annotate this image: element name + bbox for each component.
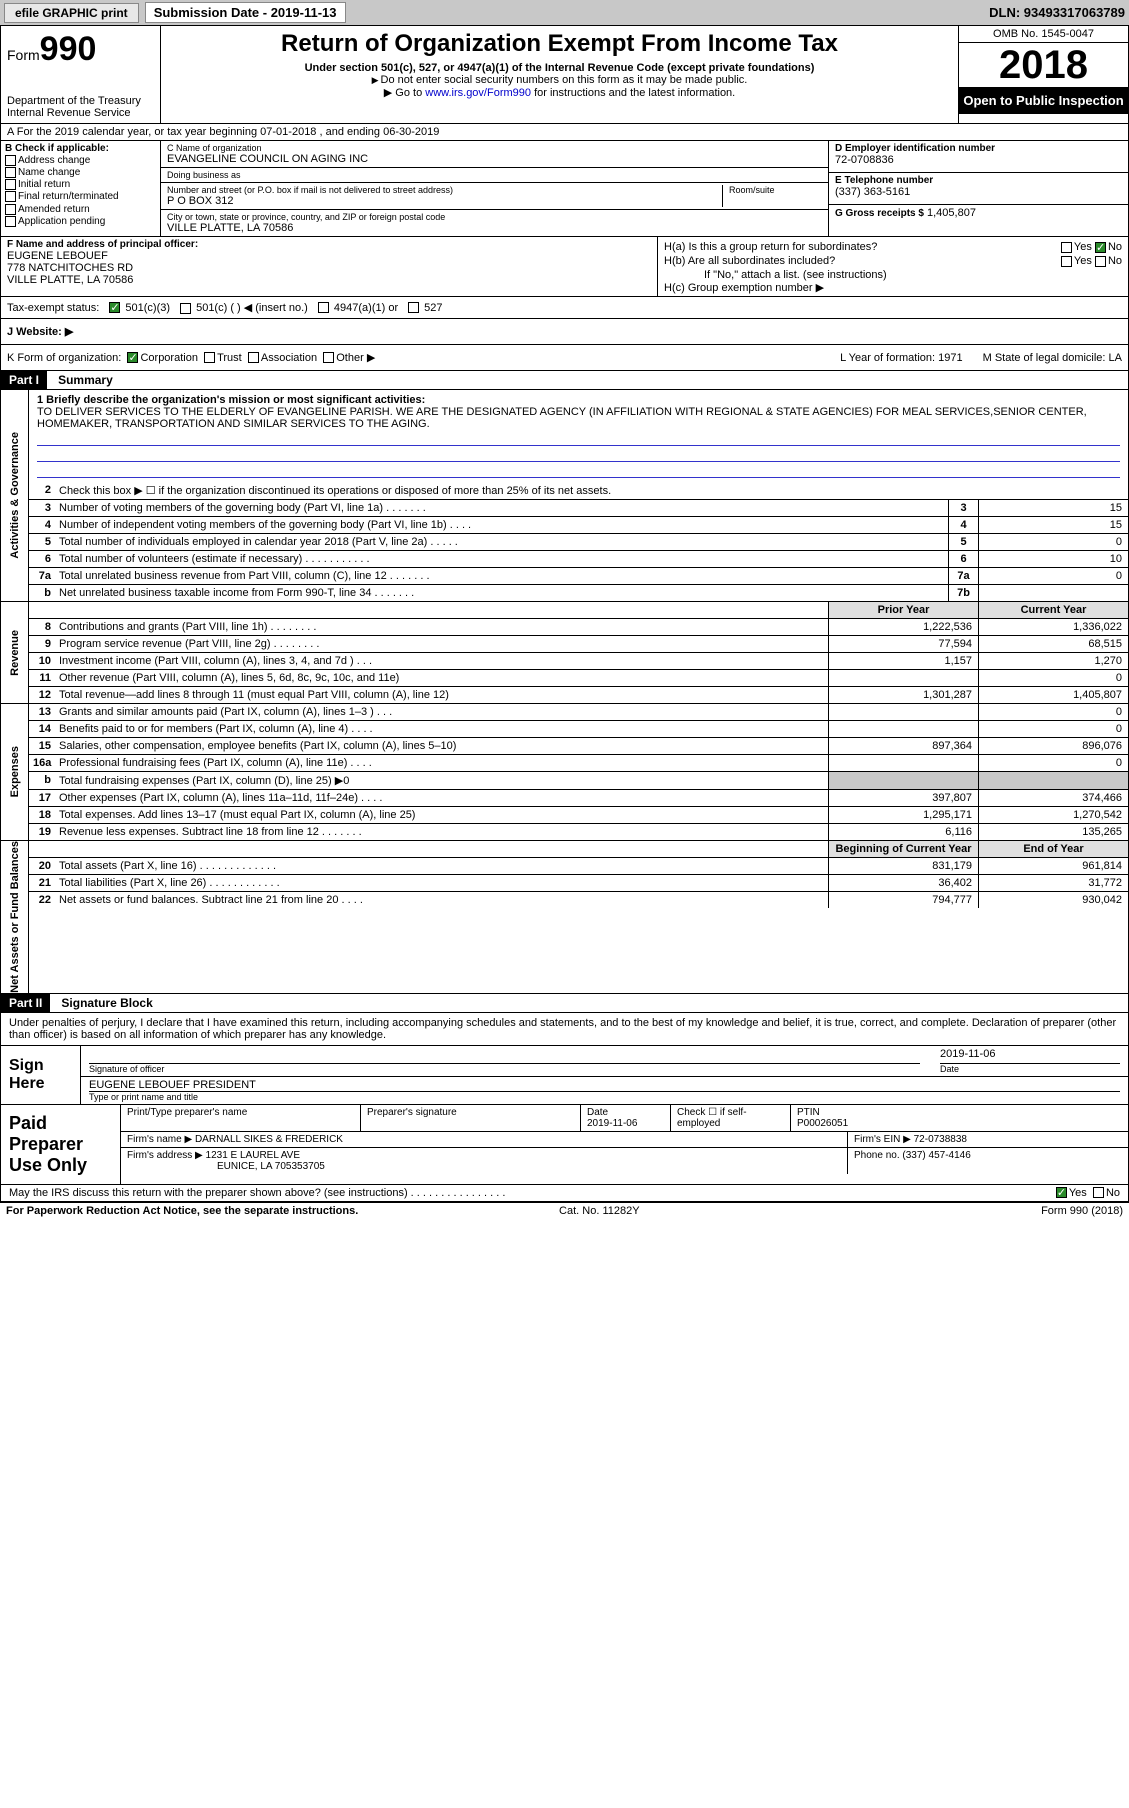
gov-line: 5Total number of individuals employed in… <box>29 534 1128 551</box>
officer-name: EUGENE LEBOUEF PRESIDENT <box>89 1079 1120 1091</box>
top-bar: efile GRAPHIC print Submission Date - 20… <box>0 0 1129 25</box>
mission-text: TO DELIVER SERVICES TO THE ELDERLY OF EV… <box>37 406 1120 430</box>
dln: DLN: 93493317063789 <box>989 5 1125 20</box>
row-a-tax-year: A For the 2019 calendar year, or tax yea… <box>0 124 1129 141</box>
efile-button[interactable]: efile GRAPHIC print <box>4 3 139 23</box>
section-f-h: F Name and address of principal officer:… <box>0 237 1129 297</box>
data-line: bTotal fundraising expenses (Part IX, co… <box>29 772 1128 790</box>
year-formation: L Year of formation: 1971 <box>840 352 963 364</box>
gov-line: 4Number of independent voting members of… <box>29 517 1128 534</box>
data-line: 20Total assets (Part X, line 16) . . . .… <box>29 858 1128 875</box>
data-line: 22Net assets or fund balances. Subtract … <box>29 892 1128 908</box>
form-number: Form990 <box>7 30 154 69</box>
cb-other[interactable] <box>323 352 334 363</box>
part1-net-assets: Net Assets or Fund Balances Beginning of… <box>0 841 1129 994</box>
cb-trust[interactable] <box>204 352 215 363</box>
firm-name: DARNALL SIKES & FREDERICK <box>195 1134 343 1145</box>
gov-line: 6Total number of volunteers (estimate if… <box>29 551 1128 568</box>
org-name: EVANGELINE COUNCIL ON AGING INC <box>167 153 822 165</box>
cb-corporation[interactable] <box>127 352 138 363</box>
data-line: 11Other revenue (Part VIII, column (A), … <box>29 670 1128 687</box>
state-domicile: M State of legal domicile: LA <box>983 352 1122 364</box>
department: Department of the Treasury Internal Reve… <box>7 95 154 119</box>
instructions-link: ▶ Go to www.irs.gov/Form990 for instruct… <box>169 86 950 99</box>
cb-discuss-yes[interactable] <box>1056 1187 1067 1198</box>
cb-discuss-no[interactable] <box>1093 1187 1104 1198</box>
cb-501c[interactable] <box>180 303 191 314</box>
data-line: 12Total revenue—add lines 8 through 11 (… <box>29 687 1128 703</box>
data-line: 13Grants and similar amounts paid (Part … <box>29 704 1128 721</box>
col-c-org-info: C Name of organization EVANGELINE COUNCI… <box>161 141 828 236</box>
ein: 72-0708836 <box>835 154 1122 166</box>
omb-number: OMB No. 1545-0047 <box>959 26 1128 43</box>
data-line: 8Contributions and grants (Part VIII, li… <box>29 619 1128 636</box>
form-title: Return of Organization Exempt From Incom… <box>169 30 950 58</box>
col-f-officer: F Name and address of principal officer:… <box>1 237 658 296</box>
tax-year: 2018 <box>959 43 1128 87</box>
telephone: (337) 363-5161 <box>835 186 1122 198</box>
firm-phone: (337) 457-4146 <box>902 1150 970 1161</box>
paid-preparer-label: Paid Preparer Use Only <box>1 1105 121 1184</box>
gov-line: 3Number of voting members of the governi… <box>29 500 1128 517</box>
irs-link[interactable]: www.irs.gov/Form990 <box>425 87 531 99</box>
form-subtitle: Under section 501(c), 527, or 4947(a)(1)… <box>169 62 950 74</box>
part1-expenses: Expenses 13Grants and similar amounts pa… <box>0 704 1129 841</box>
part1-governance: Activities & Governance 1 Briefly descri… <box>0 390 1129 602</box>
row-i-tax-status: Tax-exempt status: 501(c)(3) 501(c) ( ) … <box>0 297 1129 319</box>
data-line: 15Salaries, other compensation, employee… <box>29 738 1128 755</box>
col-b-checkboxes: B Check if applicable: Address change Na… <box>1 141 161 236</box>
org-city: VILLE PLATTE, LA 70586 <box>167 222 822 234</box>
cb-pending[interactable]: Application pending <box>5 216 156 227</box>
open-to-public: Open to Public Inspection <box>959 87 1128 114</box>
data-line: 10Investment income (Part VIII, column (… <box>29 653 1128 670</box>
cb-address-change[interactable]: Address change <box>5 155 156 166</box>
section-b-to-g: B Check if applicable: Address change Na… <box>0 141 1129 237</box>
data-line: 14Benefits paid to or for members (Part … <box>29 721 1128 738</box>
ptin: P00026051 <box>797 1118 848 1129</box>
form-header: Form990 Department of the Treasury Inter… <box>0 25 1129 124</box>
ssn-note: Do not enter social security numbers on … <box>169 74 950 86</box>
cb-association[interactable] <box>248 352 259 363</box>
gross-receipts: 1,405,807 <box>927 207 976 219</box>
part1-revenue: Revenue Prior YearCurrent Year 8Contribu… <box>0 602 1129 704</box>
org-address: P O BOX 312 <box>167 195 722 207</box>
data-line: 9Program service revenue (Part VIII, lin… <box>29 636 1128 653</box>
col-d-to-g: D Employer identification number 72-0708… <box>828 141 1128 236</box>
cb-amended[interactable]: Amended return <box>5 204 156 215</box>
cb-final-return[interactable]: Final return/terminated <box>5 191 156 202</box>
col-h-group: H(a) Is this a group return for subordin… <box>658 237 1128 296</box>
gov-line: bNet unrelated business taxable income f… <box>29 585 1128 601</box>
part2-header: Part II <box>1 994 50 1012</box>
part1-title: Summary <box>50 371 121 389</box>
data-line: 16aProfessional fundraising fees (Part I… <box>29 755 1128 772</box>
row-k-form-org: K Form of organization: Corporation Trus… <box>0 345 1129 371</box>
cb-name-change[interactable]: Name change <box>5 167 156 178</box>
cb-initial-return[interactable]: Initial return <box>5 179 156 190</box>
gov-line: 7aTotal unrelated business revenue from … <box>29 568 1128 585</box>
data-line: 21Total liabilities (Part X, line 26) . … <box>29 875 1128 892</box>
firm-ein: 72-0738838 <box>914 1134 967 1145</box>
signature-block: Under penalties of perjury, I declare th… <box>0 1013 1129 1202</box>
page-footer: For Paperwork Reduction Act Notice, see … <box>0 1202 1129 1219</box>
data-line: 18Total expenses. Add lines 13–17 (must … <box>29 807 1128 824</box>
row-j-website: J Website: ▶ <box>0 319 1129 345</box>
part1-header: Part I <box>1 371 47 389</box>
data-line: 17Other expenses (Part IX, column (A), l… <box>29 790 1128 807</box>
submission-date: Submission Date - 2019-11-13 <box>145 2 346 23</box>
data-line: 19Revenue less expenses. Subtract line 1… <box>29 824 1128 840</box>
cb-501c3[interactable] <box>109 302 120 313</box>
cb-527[interactable] <box>408 302 419 313</box>
part2-title: Signature Block <box>53 994 160 1012</box>
sign-here-label: Sign Here <box>1 1046 81 1104</box>
cb-4947[interactable] <box>318 302 329 313</box>
